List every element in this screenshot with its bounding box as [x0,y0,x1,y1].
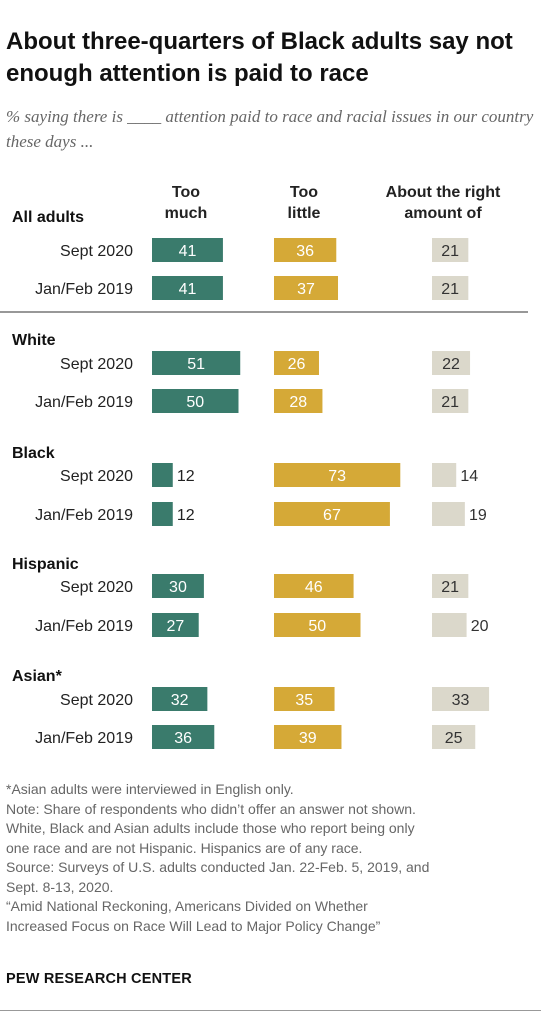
chart-title: About three-quarters of Black adults say… [6,28,513,87]
data-label-about-right: 33 [452,692,470,709]
bottom-rule [0,1010,541,1011]
row-label: Sept 2020 [60,692,133,709]
data-label-about-right: 22 [442,356,460,373]
row-label: Jan/Feb 2019 [35,507,133,524]
row-label: Jan/Feb 2019 [35,730,133,747]
bar-too-little [274,463,401,487]
bar-too-much [152,574,204,598]
bar-too-little [274,389,323,413]
footnote-line: Note: Share of respondents who didn’t of… [6,800,416,817]
data-label-too-little: 67 [323,507,341,524]
footnote-line: *Asian adults were interviewed in Englis… [6,781,294,797]
data-label-too-much: 27 [166,618,184,635]
footnote-line: Increased Focus on Race Will Lead to Maj… [6,917,381,934]
data-label-too-little: 37 [297,281,315,298]
bar-too-little [274,725,342,749]
data-label-too-much: 30 [169,579,187,596]
bar-too-little [274,351,319,375]
footnote-line: one race and are not Hispanic. Hispanics… [6,839,363,856]
bar-too-little [274,238,337,262]
row-label: Sept 2020 [60,243,133,260]
data-label-too-much: 12 [177,468,195,485]
footnote-line: Source: Surveys of U.S. adults conducted… [6,859,430,875]
data-label-too-much: 12 [177,507,195,524]
data-label-too-little: 36 [296,243,314,260]
bar-too-little [274,687,335,711]
group-label: Asian* [12,668,63,685]
footnote-line: Sept. 8-13, 2020. [6,878,114,895]
group-label: All adults [12,209,84,226]
bar-too-little [274,502,390,526]
row-label: Jan/Feb 2019 [35,394,133,411]
bar-too-little [274,613,361,637]
data-label-too-much: 41 [179,281,197,298]
bar-too-much [152,687,208,711]
data-label-about-right: 20 [471,618,489,635]
data-label-about-right: 21 [441,394,459,411]
bar-about-right [432,725,476,749]
bar-about-right [432,574,469,598]
bar-about-right [432,463,457,487]
data-label-too-little: 28 [289,394,307,411]
data-label-too-much: 32 [171,692,189,709]
data-label-too-much: 50 [186,394,204,411]
bar-about-right [432,351,471,375]
data-label-about-right: 21 [441,243,459,260]
column-header-too-much: much [165,205,208,222]
bar-about-right [432,276,469,300]
data-label-about-right: 25 [445,730,463,747]
row-label: Jan/Feb 2019 [35,618,133,635]
bar-about-right [432,613,467,637]
bar-too-much [152,725,215,749]
bar-too-much [152,613,199,637]
grouped-bar-chart: Too much Too little About the right amount of… [0,184,528,749]
data-label-about-right: 21 [441,579,459,596]
column-header-too-little: Too [290,184,318,201]
data-label-too-little: 50 [308,618,326,635]
row-label: Sept 2020 [60,356,133,373]
column-header-too-much: Too [172,184,200,201]
bar-about-right [432,687,490,711]
group-label: White [12,332,56,349]
data-label-too-little: 35 [295,692,313,709]
data-label-too-much: 36 [174,730,192,747]
footnote-line: White, Black and Asian adults include th… [6,820,415,836]
footnotes: *Asian adults were interviewed in Englis… [6,780,536,936]
group-label: Hispanic [12,556,79,573]
data-label-too-little: 73 [328,468,346,485]
data-label-too-little: 26 [288,356,306,373]
data-label-too-little: 39 [299,730,317,747]
bar-too-little [274,574,354,598]
data-label-about-right: 14 [460,468,478,485]
bar-about-right [432,389,469,413]
data-label-about-right: 21 [441,281,459,298]
bar-too-much [152,389,239,413]
footnote-line: “Amid National Reckoning, Americans Divi… [6,898,368,914]
bar-about-right [432,238,469,262]
chart-subtitle: % saying there is ____ attention paid to… [6,107,534,151]
bar-too-much [152,351,241,375]
brand-name: PEW RESEARCH CENTER [6,971,192,987]
row-label: Sept 2020 [60,468,133,485]
bar-too-much [152,238,223,262]
bar-too-little [274,276,339,300]
row-label: Jan/Feb 2019 [35,281,133,298]
bar-too-much [152,463,173,487]
column-header-about-right: amount of [404,205,482,222]
column-header-too-little: little [288,205,321,222]
bar-too-much [152,502,173,526]
data-label-about-right: 19 [469,507,487,524]
column-header-about-right: About the right [386,184,501,201]
data-label-too-much: 41 [179,243,197,260]
data-label-too-much: 51 [187,356,205,373]
bar-about-right [432,502,465,526]
row-label: Sept 2020 [60,579,133,596]
group-label: Black [12,445,55,462]
data-label-too-little: 46 [305,579,323,596]
bar-too-much [152,276,223,300]
